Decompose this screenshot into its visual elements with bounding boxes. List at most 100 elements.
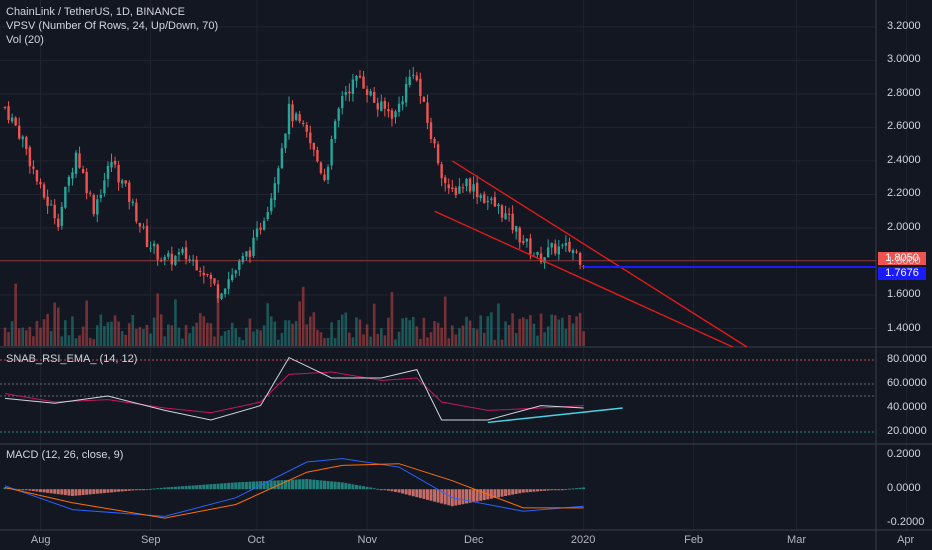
volume-bar bbox=[348, 332, 351, 346]
volume-bar bbox=[316, 329, 319, 346]
volume-bar bbox=[557, 319, 561, 346]
volume-bar bbox=[433, 321, 436, 346]
volume-bar bbox=[532, 323, 536, 346]
candle-body bbox=[10, 117, 14, 122]
volume-bar bbox=[81, 326, 85, 346]
volume-bar bbox=[198, 313, 202, 346]
volume-bar bbox=[529, 315, 532, 346]
candle-body bbox=[149, 247, 152, 249]
volume-bar bbox=[56, 307, 60, 346]
candle-body bbox=[316, 149, 319, 162]
volume-bar bbox=[152, 317, 156, 346]
volume-bar bbox=[411, 316, 415, 346]
candle-body bbox=[355, 75, 358, 81]
macd-histogram-bar bbox=[248, 481, 252, 490]
candle-body bbox=[238, 260, 241, 270]
volume-bar bbox=[500, 339, 504, 346]
candle-body bbox=[25, 137, 28, 149]
macd-histogram-bar bbox=[166, 487, 170, 490]
volume-bar bbox=[71, 316, 74, 346]
macd-histogram-bar bbox=[252, 481, 255, 490]
macd-histogram-bar bbox=[35, 489, 39, 492]
volume-bar bbox=[429, 332, 433, 346]
macd-histogram-bar bbox=[457, 489, 461, 505]
candle-body bbox=[387, 109, 390, 112]
macd-histogram-bar bbox=[461, 489, 465, 505]
candle-body bbox=[53, 204, 56, 219]
volume-bar bbox=[248, 318, 252, 346]
candle-body bbox=[35, 170, 39, 182]
candle-body bbox=[195, 259, 198, 271]
candle-body bbox=[188, 259, 191, 261]
macd-histogram-bar bbox=[70, 489, 74, 496]
macd-histogram-bar bbox=[127, 489, 131, 491]
volume-bar bbox=[376, 333, 380, 346]
macd-histogram-bar bbox=[138, 489, 142, 491]
volume-bar bbox=[546, 326, 550, 346]
candle-body bbox=[191, 259, 195, 261]
macd-histogram-bar bbox=[358, 485, 362, 490]
candle-body bbox=[18, 125, 21, 139]
candle-body bbox=[383, 101, 387, 109]
macd-histogram-bar bbox=[60, 489, 64, 495]
macd-histogram-bar bbox=[323, 480, 326, 490]
candle-body bbox=[426, 102, 429, 123]
volume-bar bbox=[522, 317, 525, 346]
volume-bar bbox=[96, 325, 99, 346]
candle-body bbox=[394, 111, 397, 118]
macd-histogram-bar bbox=[376, 488, 380, 490]
macd-histogram-bar bbox=[500, 489, 504, 497]
volume-bar bbox=[127, 323, 131, 346]
macd-histogram-bar bbox=[447, 489, 451, 506]
volume-bar bbox=[383, 335, 387, 346]
macd-histogram-bar bbox=[280, 480, 284, 490]
volume-bar bbox=[351, 337, 355, 346]
candle-body bbox=[298, 114, 301, 122]
candle-body bbox=[422, 97, 426, 102]
candle-body bbox=[67, 176, 71, 186]
candle-body bbox=[167, 253, 170, 257]
candle-body bbox=[483, 194, 486, 204]
volume-bar bbox=[124, 334, 127, 346]
macd-histogram-bar bbox=[518, 489, 522, 494]
volume-bar bbox=[269, 316, 273, 346]
trendline bbox=[434, 210, 734, 348]
macd-histogram-bar bbox=[78, 489, 82, 496]
volume-bar bbox=[380, 328, 383, 346]
macd-histogram-bar bbox=[81, 489, 85, 496]
volume-bar bbox=[142, 329, 145, 346]
macd-histogram-bar bbox=[188, 485, 192, 490]
candle-body bbox=[408, 76, 411, 86]
volume-bar bbox=[301, 286, 305, 346]
volume-bar bbox=[88, 337, 92, 346]
volume-bar bbox=[25, 330, 28, 346]
rsi-y-tick-label: 40.0000 bbox=[887, 401, 927, 413]
macd-histogram-bar bbox=[546, 489, 550, 491]
candle-body bbox=[184, 247, 188, 260]
volume-bar bbox=[525, 319, 529, 346]
macd-histogram-bar bbox=[319, 480, 323, 490]
x-tick-label: Apr bbox=[897, 534, 915, 546]
volume-bar bbox=[241, 339, 245, 346]
candle-body bbox=[546, 247, 550, 258]
volume-bar bbox=[145, 324, 149, 346]
volume-bar bbox=[309, 316, 312, 346]
candle-body bbox=[539, 253, 543, 263]
candle-body bbox=[337, 108, 340, 121]
volume-bar bbox=[234, 328, 238, 346]
volume-bar bbox=[74, 338, 78, 346]
volume-bar bbox=[553, 315, 557, 346]
volume-bar bbox=[493, 339, 497, 346]
volume-bar bbox=[259, 330, 262, 346]
volume-bar bbox=[571, 323, 575, 346]
macd-histogram-bar bbox=[553, 489, 557, 491]
volume-bar bbox=[174, 299, 177, 346]
macd-histogram-bar bbox=[145, 489, 149, 491]
macd-histogram-bar bbox=[411, 489, 415, 497]
x-tick-label: Dec bbox=[464, 534, 484, 546]
volume-bar bbox=[159, 314, 163, 346]
volume-bar bbox=[35, 320, 39, 346]
candle-body bbox=[415, 75, 418, 81]
